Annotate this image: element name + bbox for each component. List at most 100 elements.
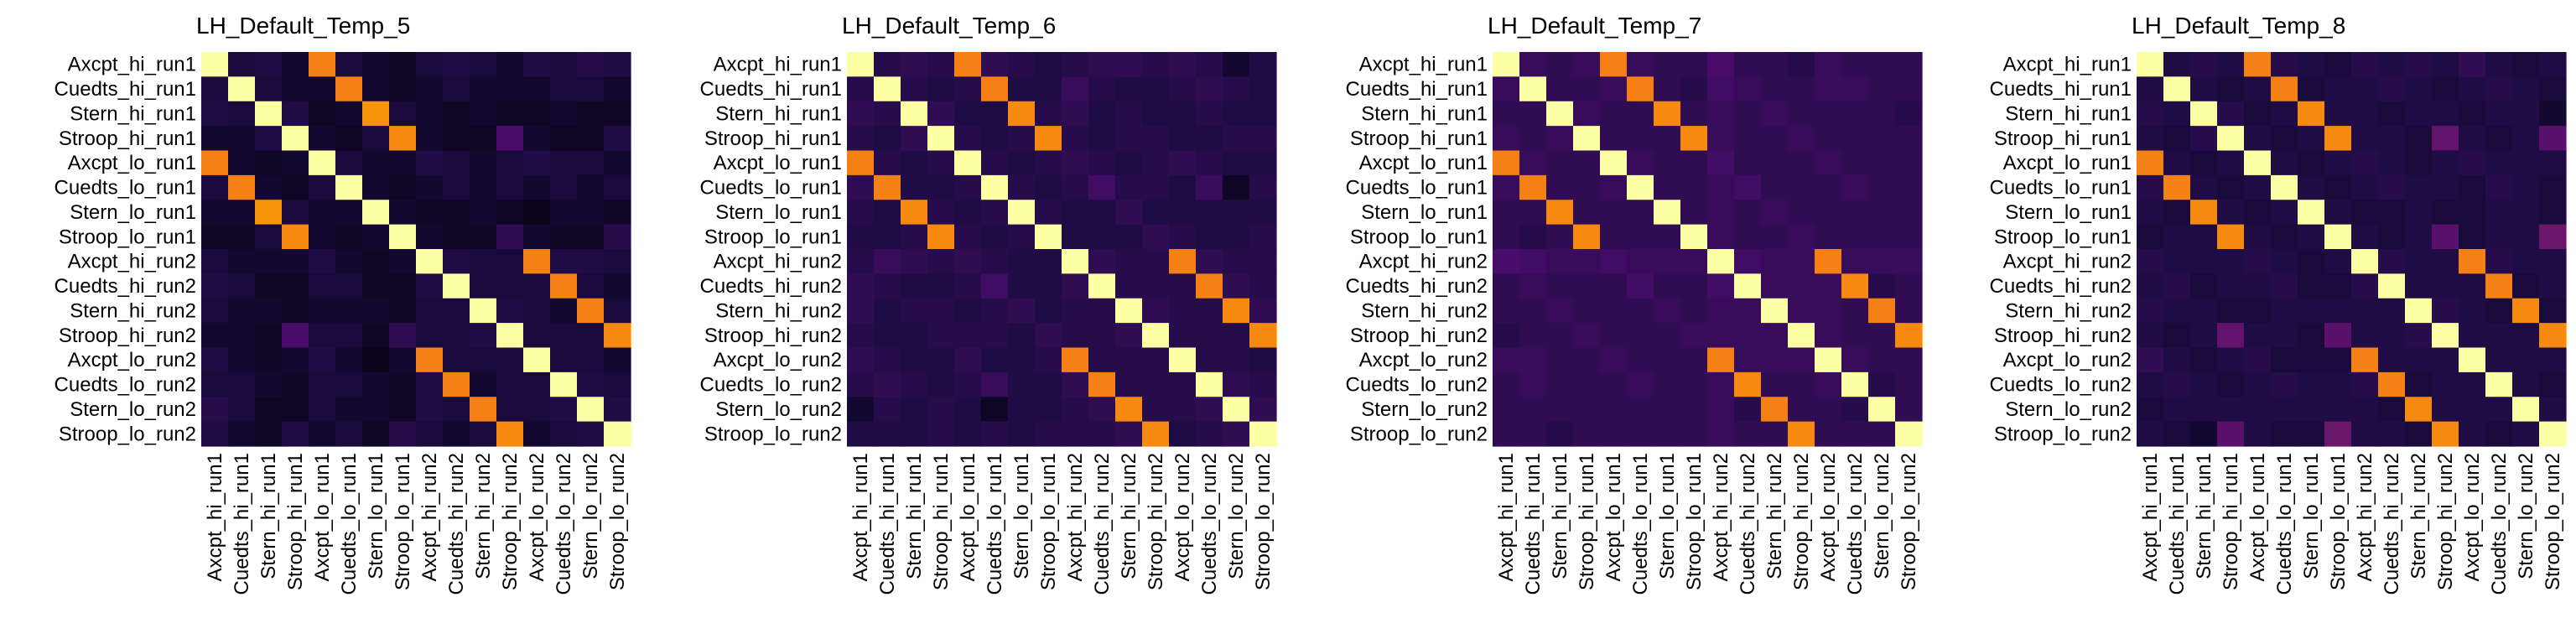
row-tick-label: Axcpt_hi_run1 xyxy=(714,54,842,76)
heatmap-cell xyxy=(2190,371,2218,397)
heatmap-cell xyxy=(1169,249,1197,274)
heatmap-cell xyxy=(1169,323,1197,349)
heatmap-cell xyxy=(2378,371,2406,397)
heatmap-cell xyxy=(1868,397,1896,423)
heatmap-cell xyxy=(309,52,336,77)
heatmap-cell xyxy=(1062,298,1089,324)
column-tick-label: Axcpt_hi_run1 xyxy=(204,453,226,581)
heatmap-cell xyxy=(1573,126,1601,152)
heatmap-cell xyxy=(1680,150,1708,176)
heatmap-cell xyxy=(550,150,578,176)
heatmap-cell xyxy=(1654,76,1681,102)
heatmap-cell xyxy=(2217,76,2245,102)
heatmap-cell xyxy=(1680,397,1708,423)
column-tick-label: Stern_hi_run2 xyxy=(2407,453,2430,579)
heatmap-cell xyxy=(1707,200,1735,226)
heatmap-cell xyxy=(255,101,283,127)
heatmap-cell xyxy=(2163,273,2191,299)
heatmap-cell xyxy=(2485,150,2513,176)
heatmap-cell xyxy=(1680,224,1708,250)
heatmap-cell xyxy=(1707,347,1735,373)
heatmap-cell xyxy=(1761,298,1789,324)
heatmap-cell xyxy=(1142,200,1170,226)
heatmap-cell xyxy=(1142,298,1170,324)
heatmap-cell xyxy=(2539,174,2567,200)
heatmap-cell xyxy=(1546,224,1574,250)
heatmap-cell xyxy=(523,397,551,423)
heatmap-cell xyxy=(1815,323,1842,349)
heatmap-cell xyxy=(309,249,336,274)
heatmap-cell xyxy=(228,347,256,373)
heatmap-cell xyxy=(2271,273,2298,299)
heatmap-cell xyxy=(1868,126,1896,152)
heatmap-cell xyxy=(1815,273,1842,299)
column-tick-label: Cuedts_lo_run2 xyxy=(1844,453,1867,595)
heatmap-cell xyxy=(2512,101,2540,127)
heatmap-cell xyxy=(1573,174,1601,200)
column-tick-label: Stern_hi_run2 xyxy=(1763,453,1786,579)
column-tick-label: Stern_lo_run2 xyxy=(1225,453,1248,579)
heatmap-cell xyxy=(255,397,283,423)
heatmap-cell xyxy=(1627,200,1654,226)
heatmap-cell xyxy=(1573,150,1601,176)
column-tick-label: Stern_lo_run2 xyxy=(579,453,602,579)
heatmap-cell xyxy=(2163,101,2191,127)
heatmap-cell xyxy=(309,76,336,102)
row-tick-label: Stroop_hi_run2 xyxy=(1994,325,2132,347)
heatmap-cell xyxy=(1088,224,1116,250)
heatmap-cell xyxy=(470,249,497,274)
heatmap-cell xyxy=(2190,224,2218,250)
heatmap-cell xyxy=(1895,101,1923,127)
heatmap-cell xyxy=(228,200,256,226)
column-tick-label: Axcpt_hi_run2 xyxy=(1064,453,1087,581)
heatmap-cell xyxy=(523,347,551,373)
row-tick-label: Cuedts_lo_run2 xyxy=(1990,374,2132,397)
heatmap-cell xyxy=(1868,200,1896,226)
heatmap-cell xyxy=(847,298,875,324)
heatmap-cell xyxy=(282,126,309,152)
heatmap-cell xyxy=(927,397,955,423)
heatmap-cell xyxy=(1734,323,1762,349)
row-tick-label: Stern_lo_run1 xyxy=(70,201,196,224)
heatmap-cell xyxy=(2271,76,2298,102)
heatmap-cell xyxy=(1223,76,1250,102)
heatmap-cell xyxy=(1868,249,1896,274)
heatmap-cell xyxy=(2405,224,2433,250)
heatmap-cell xyxy=(1088,347,1116,373)
heatmap-cell xyxy=(2378,76,2406,102)
heatmap-cell xyxy=(255,126,283,152)
heatmap-cell xyxy=(201,174,229,200)
heatmap-cell xyxy=(1493,371,1520,397)
heatmap-cell xyxy=(2539,249,2567,274)
heatmap-cell xyxy=(1493,101,1520,127)
heatmap-cell xyxy=(1142,101,1170,127)
heatmap-cell xyxy=(1627,126,1654,152)
column-tick-label: Stroop_hi_run1 xyxy=(284,453,307,590)
heatmap-cell xyxy=(1895,323,1923,349)
heatmap-cell xyxy=(927,371,955,397)
column-tick-label: Cuedts_lo_run1 xyxy=(338,453,361,595)
heatmap-cell xyxy=(1654,200,1681,226)
heatmap-cell xyxy=(2190,347,2218,373)
heatmap-cell xyxy=(2137,200,2164,226)
heatmap-cell xyxy=(901,347,928,373)
heatmap-cell xyxy=(523,126,551,152)
heatmap-cell xyxy=(362,52,390,77)
heatmap-cell xyxy=(927,101,955,127)
heatmap-cell xyxy=(523,421,551,447)
heatmap-cell xyxy=(362,421,390,447)
heatmap-cell xyxy=(1493,347,1520,373)
heatmap-cell xyxy=(1196,347,1223,373)
heatmap-cell xyxy=(2512,249,2540,274)
column-tick-label: Stroop_lo_run1 xyxy=(392,453,414,590)
heatmap-cell xyxy=(1062,323,1089,349)
column-tick-label: Stroop_hi_run1 xyxy=(1576,453,1598,590)
heatmap-cell xyxy=(1115,200,1143,226)
heatmap-cell xyxy=(2351,174,2379,200)
heatmap-cell xyxy=(2539,397,2567,423)
heatmap-cell xyxy=(1088,298,1116,324)
heatmap-cell xyxy=(981,397,1009,423)
column-tick-label: Stern_hi_run1 xyxy=(257,453,280,579)
heatmap-cell xyxy=(335,371,363,397)
heatmap-cell xyxy=(1627,371,1654,397)
